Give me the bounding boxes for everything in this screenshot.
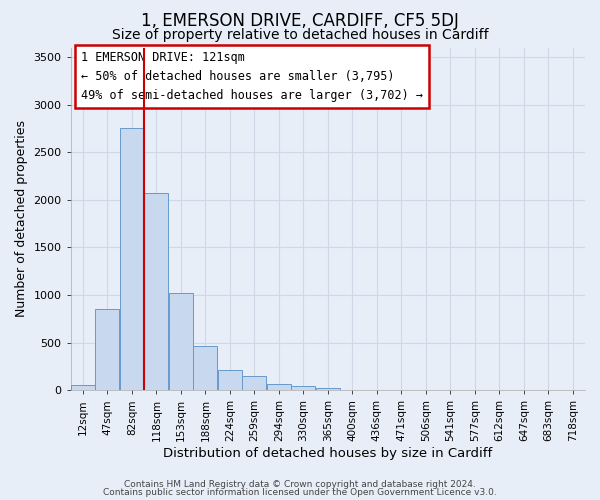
Bar: [316, 388, 340, 390]
X-axis label: Distribution of detached houses by size in Cardiff: Distribution of detached houses by size …: [163, 447, 493, 460]
Bar: [218, 370, 242, 390]
Bar: [292, 386, 316, 390]
Bar: [169, 293, 193, 390]
Bar: [242, 376, 266, 390]
Bar: [267, 384, 291, 390]
Text: Size of property relative to detached houses in Cardiff: Size of property relative to detached ho…: [112, 28, 488, 42]
Y-axis label: Number of detached properties: Number of detached properties: [15, 120, 28, 318]
Text: 1 EMERSON DRIVE: 121sqm
← 50% of detached houses are smaller (3,795)
49% of semi: 1 EMERSON DRIVE: 121sqm ← 50% of detache…: [81, 51, 423, 102]
Bar: [71, 384, 95, 390]
Bar: [95, 310, 119, 390]
Bar: [193, 346, 217, 391]
Bar: [120, 128, 144, 390]
Text: Contains HM Land Registry data © Crown copyright and database right 2024.: Contains HM Land Registry data © Crown c…: [124, 480, 476, 489]
Text: Contains public sector information licensed under the Open Government Licence v3: Contains public sector information licen…: [103, 488, 497, 497]
Bar: [145, 192, 169, 390]
Text: 1, EMERSON DRIVE, CARDIFF, CF5 5DJ: 1, EMERSON DRIVE, CARDIFF, CF5 5DJ: [141, 12, 459, 30]
